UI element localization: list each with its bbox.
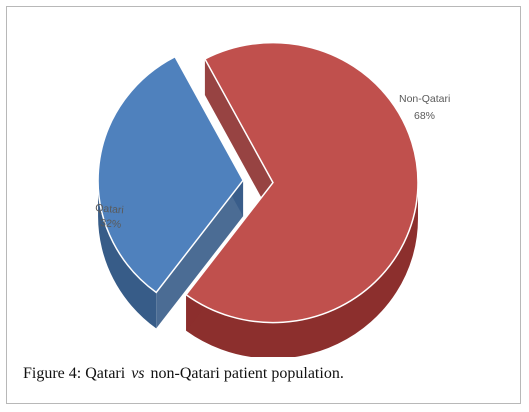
figure-frame: Non-Qatari 68% Qatari 32% Figure 4: Qata… (6, 6, 521, 404)
slice-value-qatari: 32% (100, 217, 122, 231)
slice-edge-non-qatari-0 (204, 59, 273, 219)
pie-slices (97, 41, 419, 357)
slice-label-non-qatari: Non-Qatari (399, 93, 450, 105)
slice-label-qatari: Qatari (95, 202, 125, 216)
caption-rest: non-Qatari patient population. (150, 365, 344, 382)
caption-qatari: Qatari (85, 365, 126, 382)
slice-side-non-qatari (186, 182, 418, 357)
slice-non-qatari (185, 41, 419, 324)
caption-vs: vs (131, 365, 145, 382)
figure-caption: Figure 4: Qatari vs non-Qatari patient p… (23, 365, 344, 383)
pie-chart: Non-Qatari 68% Qatari 32% (95, 41, 450, 357)
caption-figure-number: Figure 4: (23, 365, 82, 382)
slice-side-qatari (98, 180, 157, 329)
slice-edge-qatari-0 (156, 180, 244, 329)
slice-qatari (97, 55, 244, 294)
slice-value-non-qatari: 68% (414, 110, 435, 122)
